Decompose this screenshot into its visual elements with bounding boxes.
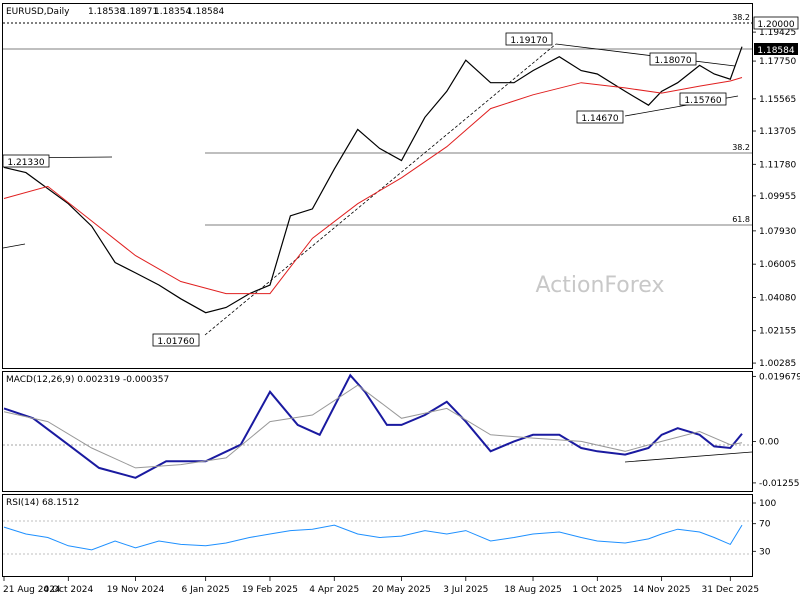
fib-label: 38.2: [732, 13, 750, 22]
time-tick-label: 6 Jan 2025: [182, 585, 230, 595]
fib-label: 61.8: [732, 215, 750, 224]
price-header-symbol: EURUSD,Daily: [6, 7, 70, 17]
time-tick-label: 4 Apr 2025: [309, 585, 359, 595]
price-tick-label: 1.04080: [759, 293, 796, 303]
triangle-upper: [555, 43, 736, 67]
macd-tick-label: 0.00: [759, 437, 779, 447]
price-tick-label: 1.19425: [759, 28, 796, 38]
price-header-low: 1.18354: [154, 7, 191, 17]
macd-series-0: [3, 373, 743, 479]
price-tick-label: 1.02155: [759, 327, 796, 337]
macd-trendline: [624, 451, 753, 463]
time-tick-label: 4 Oct 2024: [43, 585, 93, 595]
time-tick-label: 1 Oct 2025: [572, 585, 622, 595]
current-price-box: [754, 43, 798, 55]
price-header-open: 1.18538: [88, 7, 125, 17]
price-annotation-box: [679, 92, 727, 106]
price-tick-label: 1.00285: [759, 359, 796, 369]
level-200-price: 1.20000: [757, 20, 794, 30]
price-panel-frame: [2, 3, 753, 369]
price-annotation: 1.14670: [581, 114, 618, 124]
price-annotation-box: [152, 333, 200, 347]
price-series-0: [3, 46, 743, 314]
current-price: 1.18584: [757, 46, 794, 56]
rsi-tick-label: 100: [759, 499, 776, 509]
macd-title: MACD(12,26,9) 0.002319 -0.000357: [6, 375, 169, 385]
macd-tick-label: 0.019679: [759, 372, 800, 382]
price-annotation: 1.15760: [684, 96, 721, 106]
time-tick-label: 31 Dec 2025: [702, 585, 760, 595]
price-annotation-box: [576, 110, 624, 124]
price-tick-label: 1.13705: [759, 127, 796, 137]
price-tick-label: 1.15565: [759, 95, 796, 105]
time-tick-label: 14 Nov 2025: [633, 585, 691, 595]
price-annotation-box: [649, 52, 697, 66]
time-tick-label: 19 Feb 2025: [242, 585, 298, 595]
price-tick-label: 1.17750: [759, 57, 796, 67]
time-tick-label: 3 Jul 2025: [443, 585, 488, 595]
price-header-close: 1.18584: [187, 7, 224, 17]
trendline-dashed: [204, 43, 557, 336]
price-tick-label: 1.07930: [759, 227, 796, 237]
short-line-left: [2, 243, 26, 249]
price-annotation: 1.01760: [157, 337, 194, 347]
rsi-tick-label: 70: [759, 520, 771, 530]
rsi-tick-label: 30: [759, 547, 771, 557]
time-tick-label: 19 Nov 2024: [107, 585, 165, 595]
price-annotation-box: [2, 154, 50, 168]
fib-label: 38.2: [732, 143, 750, 152]
price-tick-label: 1.11780: [759, 160, 796, 170]
time-tick-label: 21 Aug 2024: [3, 585, 61, 595]
price-annotation: 1.21330: [7, 158, 44, 168]
price-tick-label: 1.09955: [759, 192, 796, 202]
price-annotation: 1.18070: [654, 56, 691, 66]
time-tick-label: 20 May 2025: [372, 585, 431, 595]
price-annotation-box: [505, 32, 553, 46]
macd-tick-label: -0.012552: [759, 479, 800, 489]
rsi-series-0: [3, 524, 743, 551]
time-tick-label: 18 Aug 2025: [504, 585, 562, 595]
level-200-box: [753, 16, 799, 30]
price-series-1: [3, 77, 743, 295]
price-header-high: 1.18971: [121, 7, 158, 17]
watermark: ActionForex: [536, 273, 665, 298]
price-annotation: 1.19170: [510, 36, 547, 46]
price-tick-label: 1.06005: [759, 260, 796, 270]
macd-series-1: [3, 384, 743, 469]
macd-panel-frame: [2, 371, 753, 492]
rsi-panel-frame: [2, 494, 753, 577]
rsi-title: RSI(14) 68.1512: [6, 498, 79, 508]
